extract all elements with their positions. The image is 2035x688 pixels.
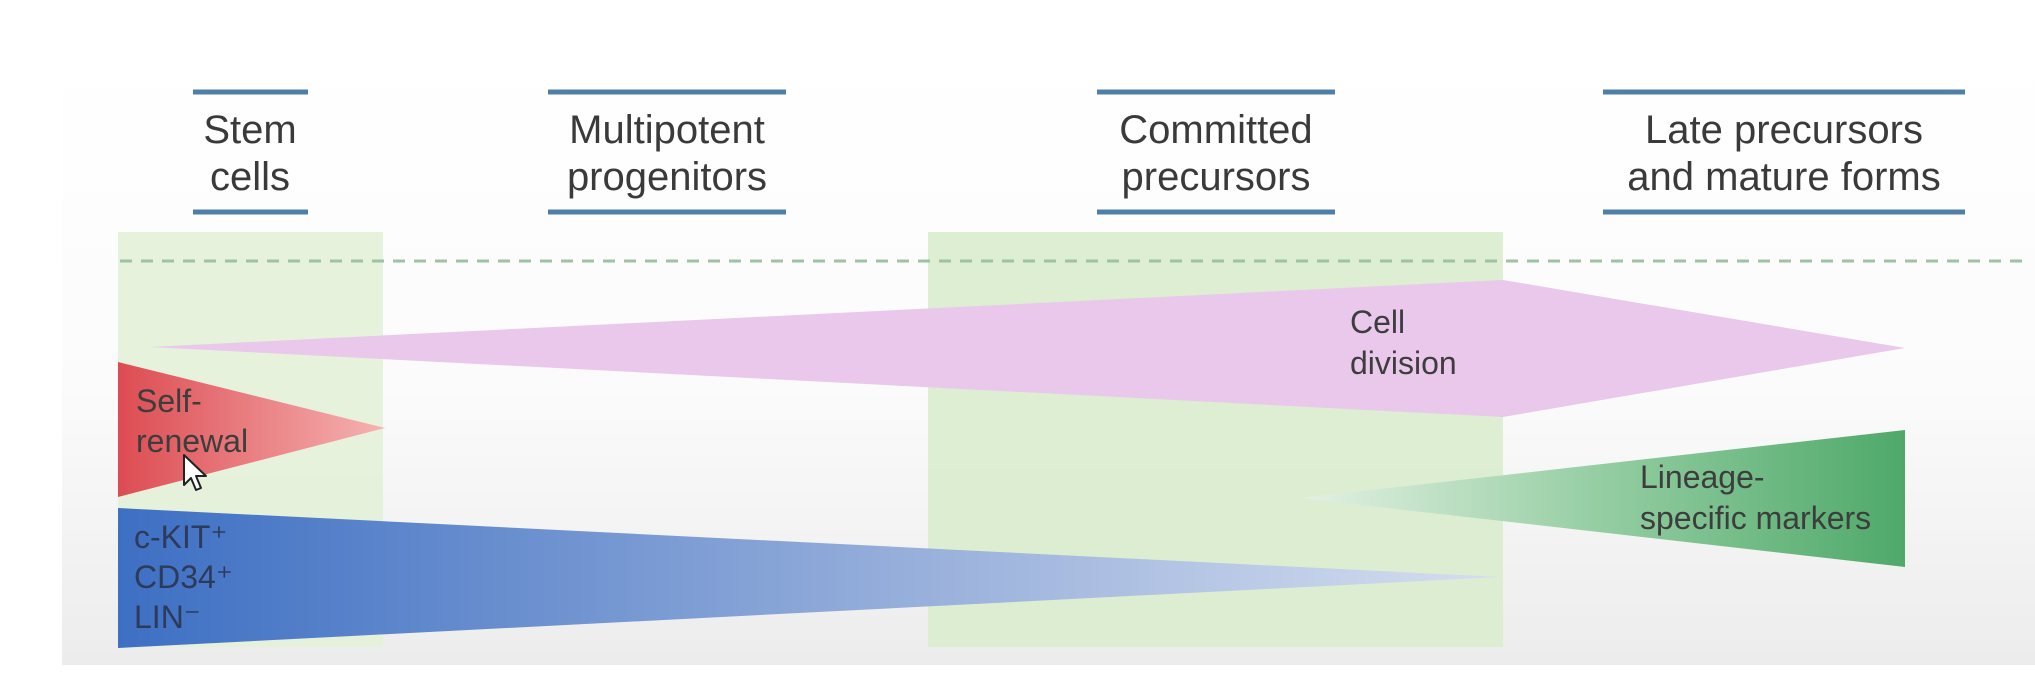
stage-committed-precursors: Committed precursors xyxy=(1097,89,1335,215)
marker-cd34: CD34⁺ xyxy=(134,559,233,595)
surface-markers-band: c-KIT⁺ CD34⁺ LIN⁻ xyxy=(118,508,1500,648)
self-renewal-label-line1: Self- xyxy=(136,383,202,419)
marker-lin: LIN⁻ xyxy=(134,599,201,635)
lineage-markers-label-line2: specific markers xyxy=(1640,500,1871,536)
stage-title-line2: progenitors xyxy=(567,155,767,199)
cell-division-label-line1: Cell xyxy=(1350,304,1405,340)
stage-title-line1: Late precursors xyxy=(1645,108,1923,152)
stage-stem-cells: Stem cells xyxy=(193,89,308,215)
stage-title-line2: precursors xyxy=(1122,155,1311,199)
lineage-markers-wedge xyxy=(1300,430,1905,567)
stage-title-line1: Stem xyxy=(203,108,296,152)
stage-title-line2: cells xyxy=(210,155,290,199)
stage-multipotent-progenitors: Multipotent progenitors xyxy=(548,89,786,215)
stage-title-line1: Committed xyxy=(1119,108,1312,152)
mouse-cursor-icon xyxy=(183,454,207,491)
stage-title-line1: Multipotent xyxy=(569,108,765,152)
stage-title-line2: and mature forms xyxy=(1627,155,1940,199)
marker-ckit: c-KIT⁺ xyxy=(134,519,227,555)
stage-late-precursors: Late precursors and mature forms xyxy=(1603,89,1965,215)
cell-division-label-line2: division xyxy=(1350,345,1457,381)
self-renewal-label-line2: renewal xyxy=(136,423,248,459)
surface-markers-wedge xyxy=(118,508,1500,648)
lineage-markers-label-line1: Lineage- xyxy=(1640,459,1765,495)
cell-division-wedge xyxy=(150,280,1905,417)
cell-division-band: Cell division xyxy=(150,280,1905,417)
lineage-markers-band: Lineage- specific markers xyxy=(1300,430,1905,567)
